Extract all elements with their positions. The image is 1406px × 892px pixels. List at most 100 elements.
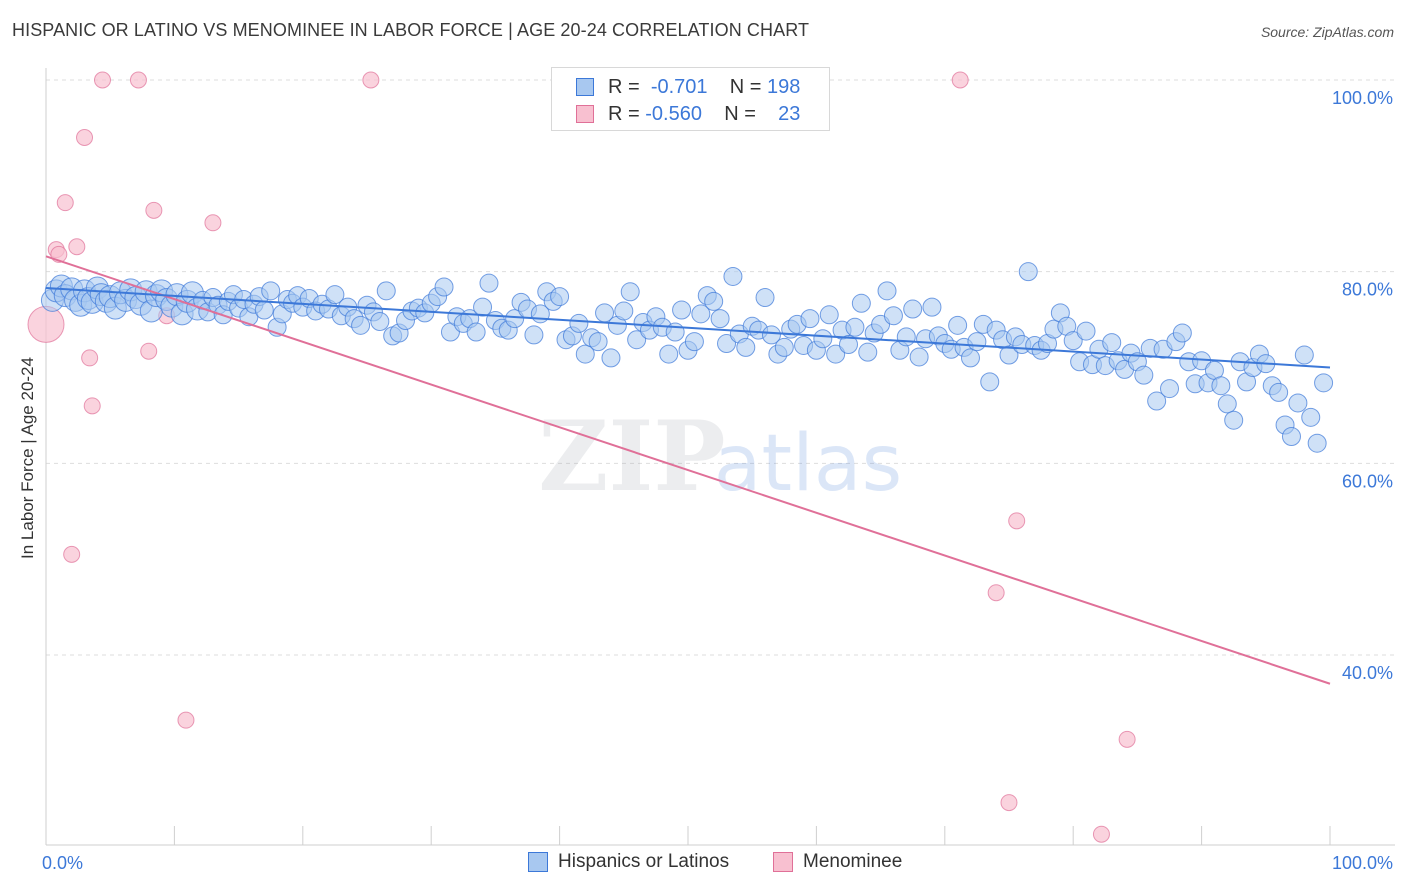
menominee-point [63,545,81,563]
hispanic-point [684,332,704,352]
hispanic-point [1076,321,1096,341]
legend-row-hispanic: R = -0.701 N = 198 [576,74,800,100]
hispanic-point [601,348,621,368]
hispanic-point [1018,262,1038,282]
y-tick-label: 80.0% [1342,280,1393,300]
hispanic-point [967,332,987,352]
hispanic-point [466,322,486,342]
hispanic-point [1147,391,1167,411]
hispanic-point [1294,345,1314,365]
hispanic-point [909,347,929,367]
hispanic-point [479,273,499,293]
x-tick-label: 100.0% [1332,853,1393,873]
hispanic-point [672,300,692,320]
menominee-point [1008,512,1026,530]
menominee-points [27,71,1136,843]
hispanic-point [999,345,1019,365]
menominee-point [68,238,86,256]
hispanic-point [505,309,525,329]
menominee-point [140,342,158,360]
menominee-point [987,584,1005,602]
hispanic-point [351,315,371,335]
series-legend: Hispanics or Latinos Menominee [0,851,1406,879]
hispanic-point [261,281,281,301]
menominee-point [56,194,74,212]
series-legend-menominee: Menominee [773,851,902,873]
hispanic-point [1307,433,1327,453]
hispanic-point [1063,331,1083,351]
hispanic-point [575,344,595,364]
y-tick-label: 60.0% [1342,471,1393,491]
hispanic-point [1102,333,1122,353]
hispanic-point [659,344,679,364]
menominee-trend-line [45,255,1331,685]
hispanic-point [1301,407,1321,427]
hispanic-point [1224,410,1244,430]
menominee-point [1118,730,1136,748]
legend-r-value: -0.701 [650,75,708,98]
hispanic-trend-line [45,286,1331,369]
hispanic-point [761,325,781,345]
watermark-atlas: atlas [714,419,903,509]
correlation-legend: R = -0.701 N = 198 R = -0.560 N = 23 [551,67,830,131]
legend-r-label: R = [608,75,640,98]
hispanic-point [376,281,396,301]
hispanic-point [710,309,730,329]
hispanic-point [1160,379,1179,399]
hispanic-point [717,334,737,354]
hispanic-point [755,288,775,308]
hispanic-point [434,277,454,297]
x-tick-label: 0.0% [42,853,83,873]
menominee-point [93,71,111,89]
legend-r-value: -0.560 [645,102,702,125]
hispanic-point [948,315,968,335]
hispanic-point [1217,394,1237,414]
hispanic-point [691,304,711,324]
y-tick-label: 100.0% [1332,88,1393,108]
hispanic-point [851,293,871,313]
hispanic-point [839,335,858,354]
menominee-point [145,201,163,219]
hispanic-point [736,337,756,357]
trend-lines [45,255,1331,685]
menominee-point [177,711,195,729]
menominee-point [27,305,65,343]
hispanic-point [800,309,820,329]
hispanic-point [370,312,390,331]
hispanic-point [550,287,570,307]
hispanic-point [845,317,865,337]
hispanic-point [960,348,980,368]
hispanic-point [620,282,640,302]
menominee-point [1000,794,1018,812]
hispanic-point [819,305,839,325]
hispanic-point [254,300,274,320]
hispanic-point [896,327,916,347]
series-swatch-blue [528,852,548,872]
menominee-point [83,397,101,415]
y-tick-label: 40.0% [1342,663,1393,683]
hispanic-point [877,281,897,301]
hispanic-point [627,330,647,350]
legend-n-label: N = [724,102,756,125]
hispanic-point [1269,382,1289,402]
hispanic-point [723,266,743,286]
hispanic-point [858,342,878,362]
hispanic-point [922,297,942,317]
legend-r-label: R = [608,102,640,125]
hispanic-point [1211,376,1231,396]
menominee-point [129,71,147,89]
hispanic-point [704,291,724,311]
axes [45,68,1395,846]
hispanic-point [826,344,846,364]
hispanic-point [980,372,1000,392]
chart-title: HISPANIC OR LATINO VS MENOMINEE IN LABOR… [12,20,810,40]
legend-row-menominee: R = -0.560 N = 23 [576,101,800,127]
series-swatch-pink [773,852,793,872]
series-legend-hispanic: Hispanics or Latinos [528,851,729,873]
hispanic-point [1172,323,1192,343]
hispanic-point [569,313,589,333]
menominee-point [204,214,222,232]
hispanic-point [614,301,634,321]
hispanic-point [883,306,903,326]
